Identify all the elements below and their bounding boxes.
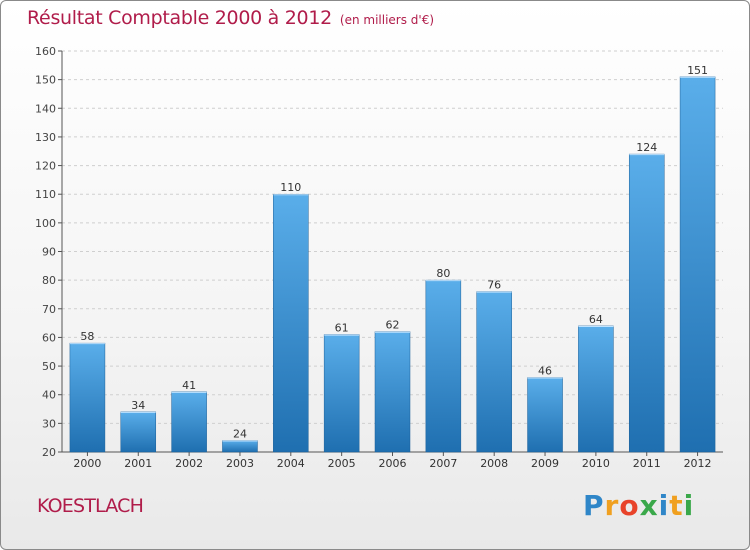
value-label: 110: [280, 181, 301, 194]
y-tick-label: 90: [42, 246, 56, 259]
axes: 20 30 40 50 60 70 80 90 100 110 120 130 140 150 160: [35, 45, 723, 459]
y-tick-label: 110: [35, 188, 56, 201]
logo-letter: t: [669, 489, 684, 522]
value-label: 61: [335, 322, 349, 335]
bar-2007[interactable]: [425, 279, 462, 453]
bar-2010[interactable]: [578, 325, 614, 453]
value-label: 80: [436, 267, 450, 280]
y-tick-label: 160: [35, 45, 56, 58]
x-tick-label: 2006: [379, 457, 407, 470]
y-tick-label: 150: [35, 74, 56, 87]
logo-letter: i: [658, 489, 670, 522]
x-tick-label: 2008: [480, 457, 508, 470]
y-tick-label: 60: [42, 331, 56, 344]
x-tick-label: 2000: [73, 457, 101, 470]
logo-letter: x: [639, 489, 659, 522]
bar-2006[interactable]: [374, 331, 411, 453]
y-tick-label: 20: [42, 446, 56, 459]
x-tick-label: 2012: [684, 457, 712, 470]
y-tick-label: 40: [42, 389, 56, 402]
x-tick-label: 2007: [429, 457, 457, 470]
y-tick-label: 130: [35, 131, 56, 144]
value-label: 46: [538, 365, 552, 378]
logo-letter: i: [683, 489, 695, 522]
value-label: 41: [182, 379, 196, 392]
bar-2009[interactable]: [527, 377, 563, 453]
proxiti-logo[interactable]: Proxiti: [583, 489, 694, 522]
chart-title-block: Résultat Comptable 2000 à 2012 (en millie…: [27, 7, 434, 29]
logo-letter: P: [583, 489, 605, 522]
bar-2002[interactable]: [171, 391, 207, 453]
logo-letter: o: [619, 489, 640, 522]
y-tick-label: 100: [35, 217, 56, 230]
bar-2003[interactable]: [222, 440, 258, 453]
y-tick-label: 80: [42, 274, 56, 287]
y-tick-label: 140: [35, 102, 56, 115]
y-tick-label: 70: [42, 303, 56, 316]
value-label: 64: [589, 313, 603, 326]
x-tick-label: 2004: [277, 457, 305, 470]
x-tick-label: 2002: [175, 457, 203, 470]
bar-2012[interactable]: [679, 76, 716, 453]
x-tick-label: 2001: [124, 457, 152, 470]
bar-2005[interactable]: [323, 334, 360, 453]
value-label: 76: [487, 279, 501, 292]
bar-2004[interactable]: [273, 193, 309, 453]
y-tick-label: 30: [42, 417, 56, 430]
logo-letter: r: [604, 489, 620, 522]
value-label: 34: [131, 399, 145, 412]
bar-2001[interactable]: [120, 411, 157, 453]
x-tick-label: 2009: [531, 457, 559, 470]
x-tick-label: 2005: [328, 457, 356, 470]
value-label: 151: [687, 64, 708, 77]
labels: 58 2000 34 2001 41 2002 24 2003 110 2004 61 2005 62 2…: [73, 64, 711, 470]
x-tick-label: 2003: [226, 457, 254, 470]
value-label: 62: [386, 319, 400, 332]
bar-2000[interactable]: [69, 342, 106, 453]
bar-2008[interactable]: [476, 291, 512, 453]
chart-subtitle: (en milliers d'€): [339, 13, 435, 27]
bars: [69, 76, 716, 453]
value-label: 58: [80, 330, 94, 343]
value-label: 24: [233, 428, 247, 441]
x-tick-label: 2011: [633, 457, 661, 470]
bar-2011[interactable]: [628, 153, 665, 453]
y-tick-label: 120: [35, 160, 56, 173]
y-tick-label: 50: [42, 360, 56, 373]
commune-name: KOESTLACH: [37, 495, 144, 517]
x-tick-label: 2010: [582, 457, 610, 470]
value-label: 124: [636, 141, 657, 154]
chart-title: Résultat Comptable 2000 à 2012: [27, 7, 332, 29]
